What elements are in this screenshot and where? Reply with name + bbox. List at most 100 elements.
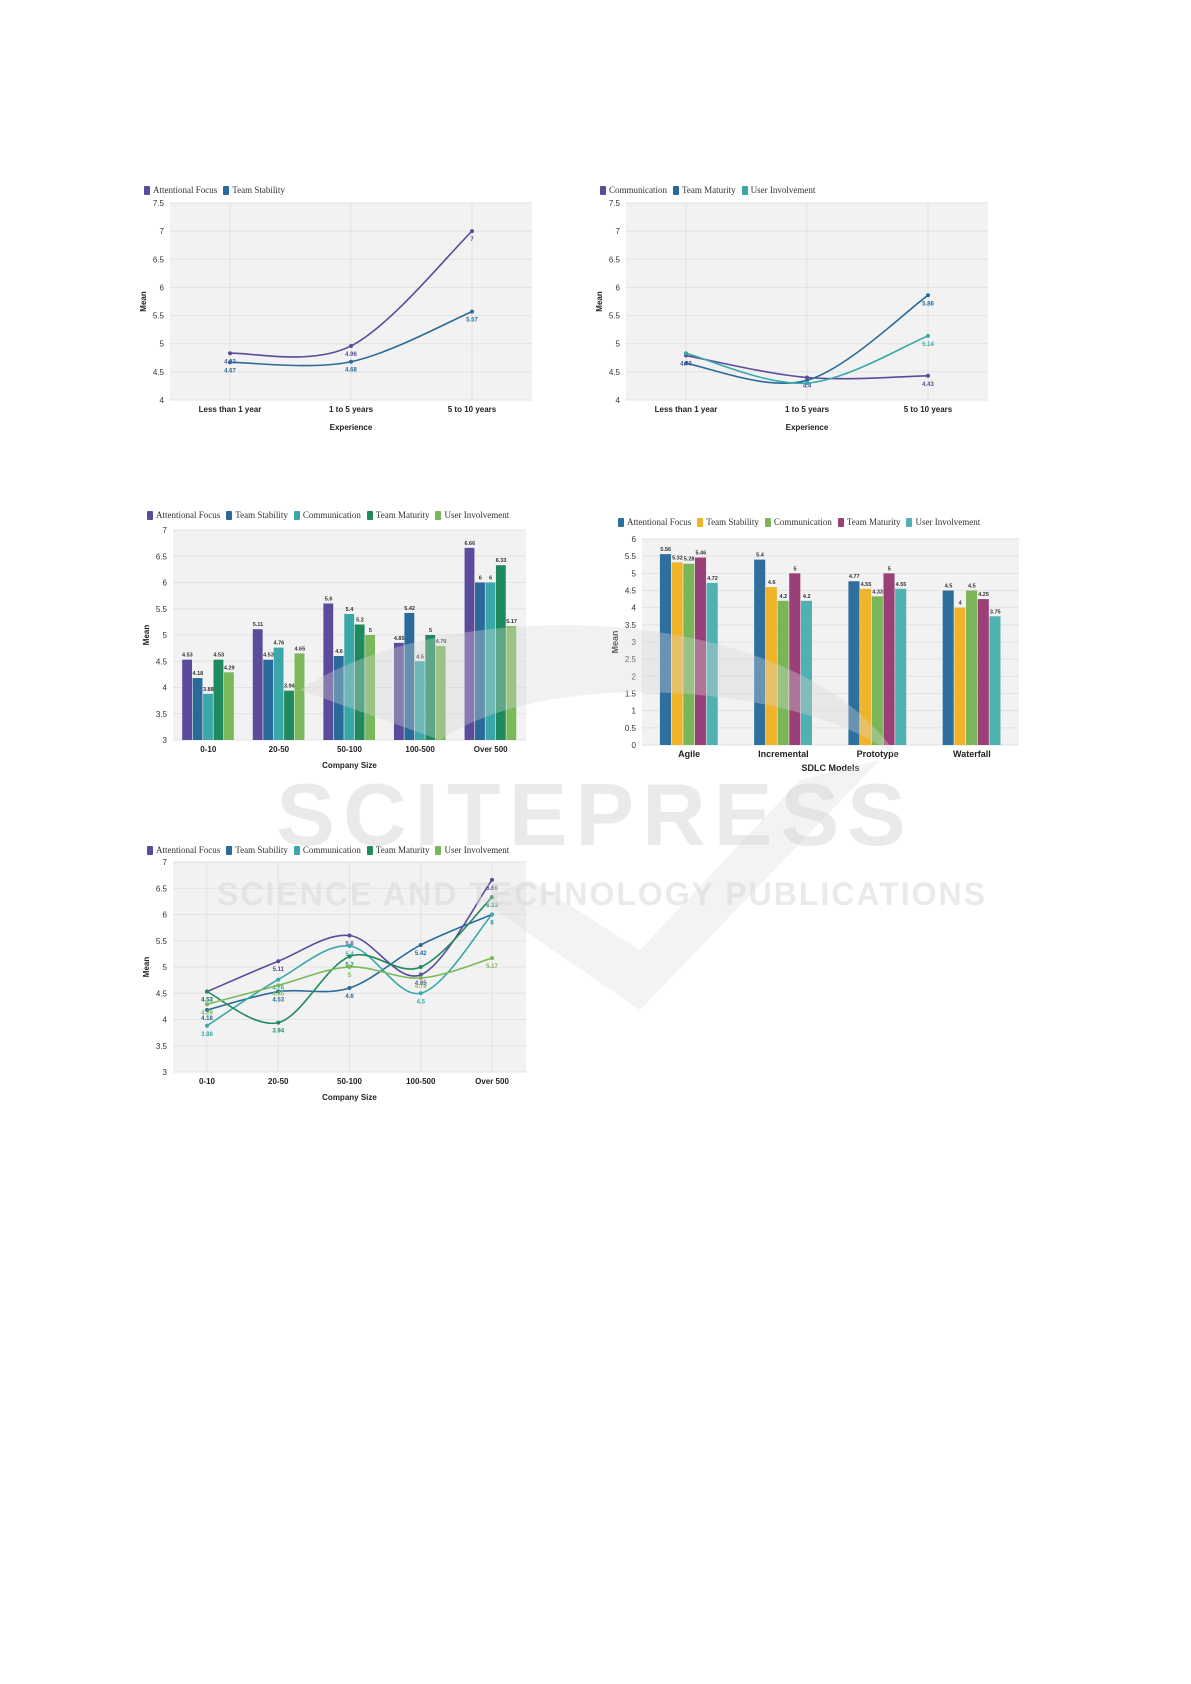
legend-swatch bbox=[697, 517, 704, 527]
legend-item-attentional-focus[interactable]: Attentional Focus bbox=[618, 517, 691, 527]
x-tick-label: Less than 1 year bbox=[655, 405, 718, 414]
y-tick-label: 6 bbox=[160, 283, 165, 292]
data-label: 4.53 bbox=[213, 653, 224, 659]
y-tick-label: 3 bbox=[163, 1068, 168, 1077]
y-axis-label: Mean bbox=[612, 630, 620, 653]
x-tick-label: Less than 1 year bbox=[199, 405, 262, 414]
legend-swatch bbox=[673, 185, 679, 195]
data-label: 5.17 bbox=[486, 964, 498, 970]
y-tick-label: 4 bbox=[163, 1016, 168, 1025]
data-label: 4.29 bbox=[224, 665, 235, 671]
y-tick-label: 4.5 bbox=[609, 368, 621, 377]
data-label: 5.46 bbox=[695, 551, 706, 557]
bar bbox=[404, 612, 415, 740]
legend-item-team-stability[interactable]: Team Stability bbox=[226, 845, 288, 855]
bar bbox=[425, 635, 436, 740]
data-label: 4.53 bbox=[182, 653, 193, 659]
legend-swatch bbox=[741, 185, 748, 195]
legend-swatch bbox=[435, 845, 442, 855]
bar bbox=[344, 614, 355, 740]
legend-item-team-maturity[interactable]: Team Maturity bbox=[837, 517, 900, 527]
data-label: 4.5 bbox=[416, 654, 424, 660]
x-tick-label: 20-50 bbox=[268, 1077, 289, 1086]
data-label: 4 bbox=[959, 601, 963, 607]
x-axis-label: Company Size bbox=[322, 1093, 377, 1102]
y-tick-label: 5 bbox=[632, 569, 637, 578]
data-label: 6 bbox=[489, 576, 492, 582]
legend-label: Attentional Focus bbox=[156, 510, 221, 520]
bar bbox=[800, 600, 812, 745]
legend-swatch bbox=[147, 510, 153, 520]
data-label: 4.2 bbox=[803, 594, 811, 600]
chart-legend: Attentional Focus Team Stability Communi… bbox=[147, 845, 509, 855]
data-point bbox=[349, 343, 353, 348]
data-point bbox=[805, 381, 809, 386]
legend-label: Team Stability bbox=[235, 845, 288, 855]
y-tick-label: 4 bbox=[616, 396, 621, 405]
data-label: 4.76 bbox=[272, 986, 284, 992]
x-tick-label: Prototype bbox=[857, 749, 899, 759]
y-tick-label: 6 bbox=[163, 911, 168, 920]
chart-svg: 3 3.5 4 4.5 5 5.5 6 6.5 7 0-10 20-50 50-100 100-500 O… bbox=[143, 526, 526, 770]
y-tick-label: 4 bbox=[163, 684, 168, 693]
legend-item-team-maturity[interactable]: Team Maturity bbox=[366, 510, 429, 520]
y-tick-label: 7.5 bbox=[153, 199, 165, 208]
data-point bbox=[276, 989, 281, 994]
data-label: 4.85 bbox=[394, 636, 405, 642]
legend-label: User Involvement bbox=[750, 185, 816, 195]
legend-item-user-involvement[interactable]: User Involvement bbox=[435, 510, 509, 520]
legend-item-attentional-focus[interactable]: Attentional Focus bbox=[147, 510, 220, 520]
legend-item-user-involvement[interactable]: User Involvement bbox=[906, 517, 980, 527]
legend-item-user-involvement[interactable]: User Involvement bbox=[741, 185, 816, 195]
x-tick-label: 100-500 bbox=[406, 1077, 436, 1086]
legend-item-communication[interactable]: Communication bbox=[293, 510, 361, 520]
legend-label: Team Stability bbox=[235, 510, 288, 520]
y-tick-label: 4 bbox=[632, 604, 637, 613]
chart-legend: Attentional Focus Team Stability Communi… bbox=[618, 517, 980, 527]
bar bbox=[989, 616, 1001, 745]
legend-item-attentional-focus[interactable]: Attentional Focus bbox=[144, 185, 217, 195]
y-tick-label: 1 bbox=[632, 707, 637, 716]
x-tick-label: 20-50 bbox=[269, 745, 290, 754]
legend-item-communication[interactable]: Communication bbox=[293, 845, 361, 855]
data-point bbox=[418, 965, 423, 969]
legend-item-communication[interactable]: Communication bbox=[600, 185, 667, 195]
legend-item-attentional-focus[interactable]: Attentional Focus bbox=[147, 845, 220, 855]
data-point bbox=[205, 989, 209, 994]
legend-item-user-involvement[interactable]: User Involvement bbox=[435, 845, 509, 855]
data-point bbox=[347, 933, 352, 938]
data-point bbox=[418, 972, 423, 977]
y-tick-label: 7 bbox=[616, 227, 621, 236]
bar bbox=[694, 557, 707, 745]
y-tick-label: 2 bbox=[632, 672, 637, 681]
y-axis-label: Mean bbox=[140, 291, 148, 312]
data-label: 4.79 bbox=[415, 984, 427, 990]
legend-item-team-maturity[interactable]: Team Maturity bbox=[366, 845, 429, 855]
data-point bbox=[276, 983, 281, 988]
data-label: 4.33 bbox=[872, 589, 883, 595]
data-label: 5 bbox=[419, 973, 423, 979]
data-label: 4.65 bbox=[294, 646, 305, 652]
legend-item-team-stability[interactable]: Team Stability bbox=[223, 185, 285, 195]
legend-item-team-stability[interactable]: Team Stability bbox=[226, 510, 288, 520]
data-label: 5.28 bbox=[684, 557, 695, 563]
data-label: 6 bbox=[490, 921, 494, 927]
bar bbox=[883, 573, 895, 745]
y-tick-label: 5 bbox=[160, 340, 165, 349]
data-point bbox=[470, 229, 474, 234]
y-tick-label: 2.5 bbox=[625, 655, 637, 664]
data-label: 5 bbox=[369, 628, 372, 634]
legend-item-team-maturity[interactable]: Team Maturity bbox=[673, 185, 736, 195]
legend-item-team-stability[interactable]: Team Stability bbox=[697, 517, 759, 527]
bar bbox=[182, 659, 193, 740]
data-label: 4.76 bbox=[274, 641, 285, 647]
y-tick-label: 4.5 bbox=[153, 368, 165, 377]
data-label: 4.53 bbox=[201, 998, 213, 1004]
y-tick-label: 7.5 bbox=[609, 199, 621, 208]
legend-swatch bbox=[435, 510, 442, 520]
legend-swatch bbox=[226, 510, 233, 520]
legend-item-communication[interactable]: Communication bbox=[764, 517, 832, 527]
data-label: 4.6 bbox=[768, 580, 776, 586]
bar bbox=[365, 635, 376, 740]
